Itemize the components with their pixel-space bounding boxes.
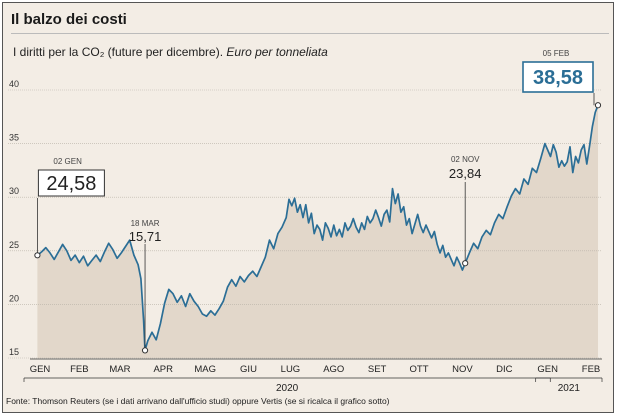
year-label: 2020: [276, 383, 299, 394]
x-tick-label: GEN: [537, 364, 558, 375]
source-note: Fonte: Thomson Reuters (se i dati arriva…: [6, 396, 390, 406]
annotation-date: 18 MAR: [131, 219, 160, 228]
x-tick-label: GEN: [30, 364, 51, 375]
x-tick-label: DIC: [496, 364, 513, 375]
y-tick-label: 40: [9, 79, 19, 89]
annotation-value: 23,84: [449, 166, 482, 181]
x-tick-label: FEB: [70, 364, 88, 375]
series-area: [37, 105, 598, 358]
annotation-value: 15,71: [129, 229, 162, 244]
x-tick-label: APR: [153, 364, 173, 375]
y-tick-label: 30: [9, 186, 19, 196]
chart-subtitle: I diritti per la CO₂ (future per dicembr…: [13, 45, 328, 59]
annotation-box: [522, 61, 594, 93]
y-tick-label: 20: [9, 293, 19, 303]
annotation-date: 02 NOV: [451, 155, 480, 164]
x-tick-label: FEB: [582, 364, 600, 375]
data-point-marker: [594, 102, 602, 109]
x-tick-label: GIU: [240, 364, 257, 375]
data-point-marker: [34, 252, 41, 259]
y-tick-label: 15: [9, 347, 19, 357]
x-tick-label: NOV: [452, 364, 473, 375]
annotation-date: 02 GEN: [53, 157, 82, 166]
annotation-box: [37, 169, 105, 197]
x-tick-label: SET: [368, 364, 387, 375]
y-tick-label: 25: [9, 240, 19, 250]
x-tick-label: OTT: [410, 364, 429, 375]
subtitle-text: I diritti per la CO₂ (future per dicembr…: [13, 45, 224, 59]
y-tick-label: 35: [9, 133, 19, 143]
annotation-value: 24,58: [46, 173, 96, 195]
x-tick-label: LUG: [281, 364, 301, 375]
subtitle-unit: Euro per tonneliata: [226, 45, 328, 59]
title-divider: [11, 33, 609, 34]
data-point-marker: [462, 260, 469, 267]
annotation-value: 38,58: [533, 67, 583, 89]
page-title: Il balzo dei costi: [11, 11, 127, 28]
x-tick-label: MAG: [194, 364, 216, 375]
data-point-marker: [141, 347, 149, 354]
annotation-date: 05 FEB: [543, 49, 570, 58]
x-tick-label: AGO: [323, 364, 344, 375]
year-label: 2021: [558, 383, 581, 394]
x-tick-label: MAR: [109, 364, 130, 375]
